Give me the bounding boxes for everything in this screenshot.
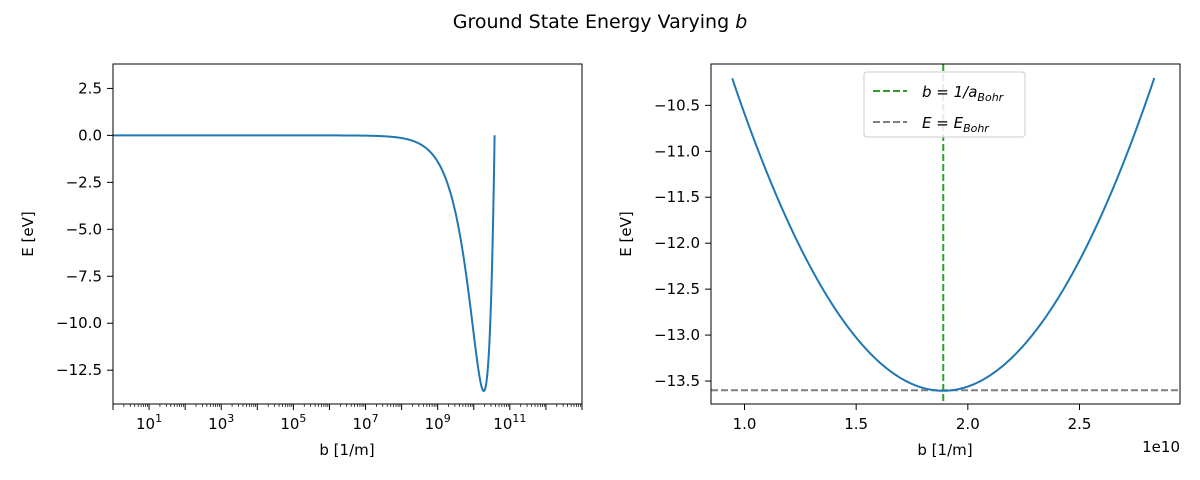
left-series-layer [113,134,496,392]
right-x-tick-label: 2.0 [956,415,980,433]
left-y-axis-label: E [eV] [19,211,37,256]
left-x-tick-label: 101 [136,412,162,433]
left-plot-frame [112,63,583,405]
right-x-tick-label: 2.5 [1068,415,1092,433]
left-chart-panel: 101 103 105 107 109 1011 2.5 0.0 −2.5 −5.0 −7.5 −1… [19,63,583,459]
right-x-axis-label: b [1/m] [917,441,972,459]
left-x-axis-label: b [1/m] [319,441,374,459]
left-x-tick-label: 109 [425,412,451,433]
left-y-tick-label: 0.0 [78,126,102,144]
right-x-offset-text: 1e10 [1142,438,1180,456]
right-x-tick-label: 1.0 [733,415,757,433]
figure-title: Ground State Energy Varying b [453,11,748,33]
left-y-tick-label: −7.5 [66,267,102,285]
right-y-axis-label: E [eV] [617,211,635,256]
left-y-tick-label: −5.0 [66,220,102,238]
right-y-tick-label: −13.5 [654,372,700,390]
left-x-tick-label: 1011 [493,412,526,433]
right-y-tick-label: −12.5 [654,280,700,298]
right-y-ticks: −10.5 −11.0 −11.5 −12.0 −12.5 −13.0 −13.5 [654,96,711,390]
right-x-tick-label: 1.5 [844,415,868,433]
right-x-ticks: 1.0 1.5 2.0 2.5 [733,404,1092,433]
right-series-line [731,77,1156,392]
legend: b = 1/aBohr E = EBohr [863,71,1026,138]
left-y-tick-label: −12.5 [56,361,102,379]
left-y-tick-label: −10.0 [56,314,102,332]
right-plot-frame [710,63,1181,405]
right-y-tick-label: −11.5 [654,188,700,206]
right-y-tick-label: −11.0 [654,142,700,160]
right-y-tick-label: −10.5 [654,96,700,114]
legend-box [863,71,1026,138]
legend-label-bohr-energy: E = EBohr [922,114,990,135]
left-y-tick-label: −2.5 [66,173,102,191]
left-x-tick-label: 107 [352,412,378,433]
legend-label-bohr-radius: b = 1/aBohr [922,83,1005,104]
left-series-line [113,134,496,392]
left-x-tick-label: 105 [280,412,306,433]
right-y-tick-label: −12.0 [654,234,700,252]
left-y-ticks: 2.5 0.0 −2.5 −5.0 −7.5 −10.0 −12.5 [56,79,113,379]
right-y-tick-label: −13.0 [654,326,700,344]
left-y-tick-label: 2.5 [78,79,102,97]
right-chart-panel: 1.0 1.5 2.0 2.5 −10.5−11.0−11.5−12.0−12.5−1… [617,63,1181,459]
left-x-ticks: 101 103 105 107 109 1011 [112,404,583,433]
left-x-tick-label: 103 [208,412,234,433]
